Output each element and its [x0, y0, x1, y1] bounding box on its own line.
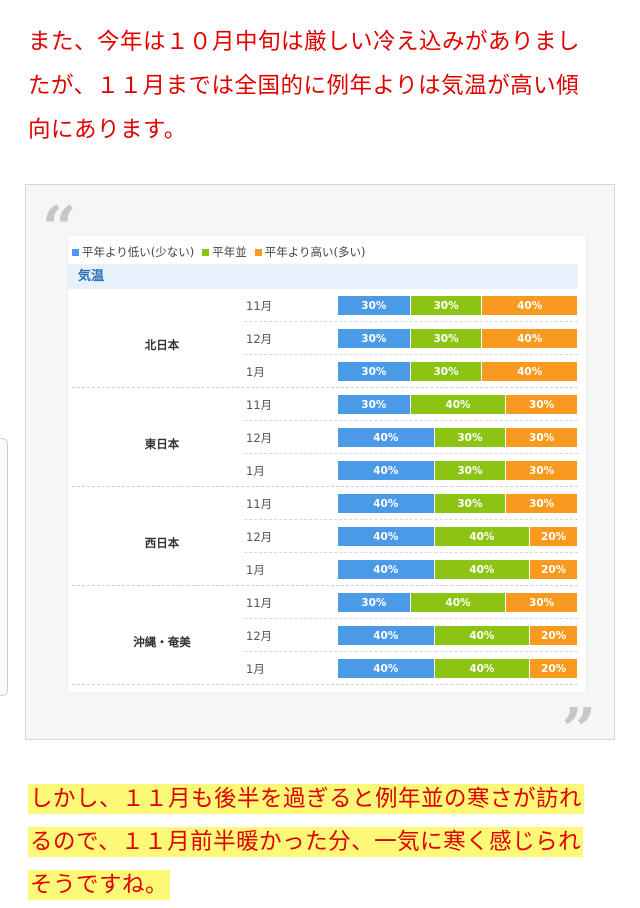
region-separator [72, 486, 578, 487]
row-separator [244, 552, 578, 553]
legend-swatch-low [72, 248, 79, 256]
probability-bar: 30% 30% 40% [338, 329, 577, 348]
bar-segment-low: 40% [338, 560, 434, 579]
bar-segment-normal: 30% [409, 362, 482, 381]
probability-bar: 40% 40% 20% [338, 626, 577, 645]
legend-label-low: 平年より低い(少ない) [82, 245, 195, 259]
legend-label-normal: 平年並 [212, 245, 247, 259]
bar-segment-low: 40% [338, 527, 434, 546]
bar-segment-normal: 30% [409, 329, 482, 348]
region-separator [72, 585, 578, 586]
month-label: 11月 [246, 596, 273, 610]
region-separator [72, 387, 578, 388]
month-label: 12月 [246, 530, 273, 544]
probability-bar: 40% 30% 30% [338, 494, 577, 513]
legend-item-low: 平年より低い(少ない) [72, 244, 194, 260]
probability-bar: 40% 40% 20% [338, 560, 577, 579]
bar-segment-normal: 30% [409, 296, 482, 315]
bar-segment-normal: 30% [433, 461, 506, 480]
region-label: 西日本 [144, 535, 180, 550]
bar-segment-high: 30% [505, 428, 577, 447]
bar-segment-low: 40% [338, 494, 434, 513]
bar-segment-high: 20% [529, 527, 577, 546]
bar-segment-high: 40% [481, 329, 577, 348]
intro-paragraph: また、今年は１０月中旬は厳しい冷え込みがありまし たが、１１月までは全国的に例年… [28, 20, 608, 152]
month-label: 1月 [246, 365, 265, 379]
bar-segment-normal: 40% [433, 659, 530, 678]
region-label: 沖縄・奄美 [133, 634, 191, 649]
closing-line: しかし、１１月も後半を過ぎると例年並の寒さが訪れ [28, 784, 585, 814]
intro-line: たが、１１月までは全国的に例年よりは気温が高い傾 [28, 73, 580, 99]
month-label: 11月 [246, 299, 273, 313]
month-label: 11月 [246, 497, 273, 511]
probability-bar: 30% 30% 40% [338, 296, 577, 315]
legend-label-high: 平年より高い(多い) [264, 245, 366, 259]
bar-segment-high: 40% [481, 362, 577, 381]
close-quote-icon: ” [561, 696, 596, 766]
bar-segment-high: 30% [505, 395, 577, 414]
probability-bar: 40% 40% 20% [338, 527, 577, 546]
month-label: 1月 [246, 464, 265, 478]
bar-segment-normal: 40% [409, 395, 506, 414]
row-separator [244, 618, 578, 619]
legend-swatch-normal [202, 248, 210, 256]
probability-bar: 30% 40% 30% [338, 395, 577, 414]
month-label: 11月 [246, 398, 273, 412]
month-label: 12月 [246, 629, 273, 643]
bar-segment-high: 20% [529, 626, 577, 645]
row-separator [244, 519, 578, 520]
row-separator [244, 651, 578, 652]
bar-segment-low: 40% [338, 659, 434, 678]
bar-segment-normal: 30% [433, 428, 506, 447]
probability-bar: 30% 30% 40% [338, 362, 577, 381]
section-header-temperature: 気温 [68, 264, 578, 289]
probability-bar: 40% 30% 30% [338, 461, 577, 480]
probability-bar: 40% 30% 30% [338, 428, 577, 447]
bar-segment-normal: 40% [409, 593, 506, 612]
bar-segment-high: 30% [505, 593, 577, 612]
chart-legend: 平年より低い(少ない) 平年並 平年より高い(多い) [72, 244, 366, 260]
intro-line: 向にあります。 [28, 117, 187, 143]
bar-segment-high: 30% [505, 494, 577, 513]
closing-line: るので、１１月前半暖かった分、一気に寒く感じられ [28, 827, 584, 857]
bar-segment-low: 40% [338, 461, 434, 480]
row-separator [244, 420, 578, 421]
region-label: 東日本 [144, 436, 180, 451]
bar-segment-high: 40% [481, 296, 577, 315]
bar-segment-high: 20% [529, 659, 577, 678]
intro-line: また、今年は１０月中旬は厳しい冷え込みがありまし [28, 29, 581, 55]
bar-segment-low: 30% [338, 395, 410, 414]
bar-segment-low: 30% [338, 329, 410, 348]
probability-bar: 30% 40% 30% [338, 593, 577, 612]
bar-segment-low: 30% [338, 296, 410, 315]
bar-segment-high: 30% [505, 461, 577, 480]
month-label: 1月 [246, 662, 265, 676]
bar-segment-low: 30% [338, 362, 410, 381]
closing-line: そうですね。 [28, 870, 171, 900]
bar-segment-normal: 40% [433, 626, 530, 645]
bar-segment-low: 40% [338, 428, 434, 447]
legend-swatch-high [254, 248, 262, 256]
row-separator [244, 453, 578, 454]
bar-segment-normal: 40% [433, 560, 530, 579]
bar-segment-high: 20% [529, 560, 577, 579]
bar-segment-normal: 30% [433, 494, 506, 513]
forecast-chart: 平年より低い(少ない) 平年並 平年より高い(多い) 気温 北日本 11月 30% 3… [68, 236, 586, 692]
row-separator [244, 354, 578, 355]
region-separator [72, 684, 578, 685]
legend-item-high: 平年より高い(多い) [254, 244, 366, 260]
closing-paragraph: しかし、１１月も後半を過ぎると例年並の寒さが訪れ るので、１１月前半暖かった分、… [28, 778, 618, 907]
probability-bar: 40% 40% 20% [338, 659, 577, 678]
month-label: 1月 [246, 563, 265, 577]
bar-segment-low: 40% [338, 626, 434, 645]
region-label: 北日本 [144, 337, 180, 352]
side-drawer-handle[interactable] [0, 438, 8, 696]
row-separator [244, 321, 578, 322]
month-label: 12月 [246, 332, 273, 346]
bar-segment-normal: 40% [433, 527, 530, 546]
bar-segment-low: 30% [338, 593, 410, 612]
month-label: 12月 [246, 431, 273, 445]
legend-item-normal: 平年並 [202, 244, 247, 260]
